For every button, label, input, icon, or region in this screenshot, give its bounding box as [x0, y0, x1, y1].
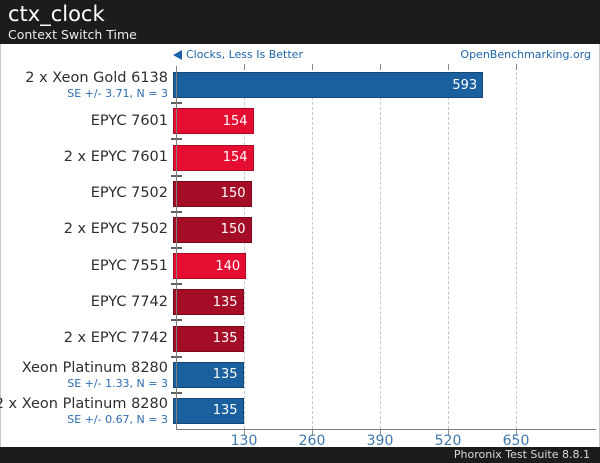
- result-bar: 154: [173, 144, 254, 171]
- result-bar: 150: [173, 180, 252, 207]
- x-axis-tick-label: 130: [230, 433, 258, 449]
- result-label: 2 x Xeon Platinum 8280: [0, 395, 168, 412]
- result-rows: 2 x Xeon Gold 6138 SE +/- 3.71, N = 3 59…: [0, 67, 599, 429]
- result-bar: 135: [173, 361, 244, 388]
- gridline: [380, 67, 381, 429]
- result-label: Xeon Platinum 8280: [21, 359, 168, 376]
- result-value: 140: [215, 258, 241, 274]
- x-axis-top-tick: [516, 64, 517, 70]
- footer-label: Phoronix Test Suite 8.8.1: [453, 448, 590, 461]
- result-row: Xeon Platinum 8280 SE +/- 1.33, N = 3 13…: [1, 357, 599, 395]
- x-axis-bottom-tick: [380, 429, 381, 435]
- result-row: 2 x EPYC 7601 154: [1, 139, 599, 177]
- result-row: EPYC 7742 135: [1, 284, 599, 322]
- result-value: 593: [452, 77, 478, 93]
- x-axis-bottom-tick: [516, 429, 517, 435]
- x-axis-tick-label: 390: [366, 433, 394, 449]
- result-value: 150: [220, 186, 246, 202]
- chart-header: ctx_clock Context Switch Time: [0, 0, 600, 44]
- x-axis-tick-label: 520: [434, 433, 462, 449]
- benchmark-subtitle: Context Switch Time: [8, 27, 137, 42]
- result-bar: 150: [173, 216, 252, 243]
- x-axis-tick-label: 260: [298, 433, 326, 449]
- result-label: 2 x EPYC 7601: [63, 149, 168, 165]
- result-bar: 135: [173, 289, 244, 316]
- gridline: [448, 67, 449, 429]
- result-row: 2 x EPYC 7502 150: [1, 212, 599, 250]
- result-label: EPYC 7601: [90, 112, 168, 129]
- result-label: 2 x Xeon Gold 6138: [25, 70, 168, 87]
- x-axis-top-tick: [312, 64, 313, 70]
- less-is-better-arrow-icon: [173, 49, 182, 60]
- result-row: 2 x Xeon Gold 6138 SE +/- 3.71, N = 3 59…: [1, 67, 599, 105]
- result-label: 2 x EPYC 7742: [63, 330, 168, 347]
- result-bar: 135: [173, 397, 244, 424]
- result-bar: 593: [173, 72, 484, 99]
- x-axis: [176, 429, 596, 430]
- plot-area: Clocks, Less Is Better OpenBenchmarking.…: [0, 44, 600, 449]
- chart-footer: Phoronix Test Suite 8.8.1: [0, 447, 600, 463]
- result-label: EPYC 7742: [90, 293, 168, 310]
- x-axis-tick-label: 650: [502, 433, 530, 449]
- scale-note: Clocks, Less Is Better: [173, 48, 303, 61]
- plot-grid: 130 260 390 520 650: [176, 64, 596, 449]
- result-label: 2 x EPYC 7502: [63, 221, 168, 238]
- benchmark-title: ctx_clock: [8, 2, 105, 26]
- gridline: [516, 67, 517, 429]
- standard-error-label: SE +/- 0.67, N = 3: [67, 412, 168, 426]
- result-bar: 135: [173, 325, 244, 352]
- x-axis-top-tick: [380, 64, 381, 70]
- result-label: EPYC 7502: [90, 185, 168, 202]
- x-axis-bottom-tick: [244, 429, 245, 435]
- standard-error-label: SE +/- 1.33, N = 3: [67, 376, 168, 390]
- result-value: 154: [222, 113, 248, 129]
- gridline: [244, 67, 245, 429]
- result-bar: 140: [173, 253, 247, 280]
- result-bar: 154: [173, 108, 254, 135]
- y-axis: [176, 66, 177, 430]
- result-value: 154: [222, 150, 248, 165]
- x-axis-bottom-tick: [312, 429, 313, 435]
- result-row: EPYC 7551 140: [1, 248, 599, 286]
- result-value: 135: [212, 331, 238, 347]
- result-value: 135: [212, 403, 238, 419]
- result-row: EPYC 7601 154: [1, 103, 599, 141]
- result-value: 150: [220, 222, 246, 238]
- x-axis-bottom-tick: [448, 429, 449, 435]
- result-row: EPYC 7502 150: [1, 176, 599, 214]
- gridline: [312, 67, 313, 429]
- x-axis-top-tick: [244, 64, 245, 70]
- result-label: EPYC 7551: [90, 257, 168, 274]
- openbenchmarking-link[interactable]: OpenBenchmarking.org: [460, 48, 591, 61]
- x-axis-top-tick: [448, 64, 449, 70]
- result-row: 2 x Xeon Platinum 8280 SE +/- 0.67, N = …: [0, 393, 599, 429]
- result-row: 2 x EPYC 7742 135: [1, 320, 599, 358]
- result-value: 135: [212, 294, 238, 310]
- meta-row: Clocks, Less Is Better OpenBenchmarking.…: [173, 48, 591, 61]
- result-value: 135: [212, 367, 238, 383]
- scale-note-label: Clocks, Less Is Better: [186, 48, 303, 61]
- standard-error-label: SE +/- 3.71, N = 3: [67, 87, 168, 101]
